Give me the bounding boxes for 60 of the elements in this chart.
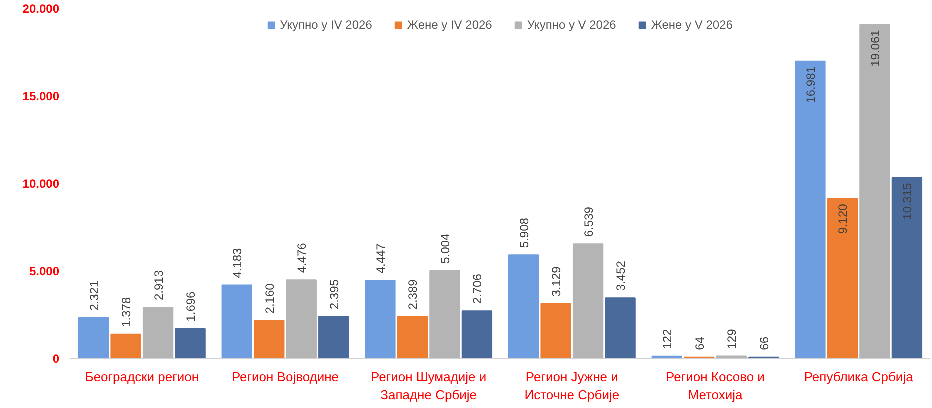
y-tick-label: 0	[52, 352, 60, 366]
bar	[142, 307, 174, 358]
x-tick-label: Регион Војводине	[232, 370, 340, 384]
data-label: 2.395	[327, 279, 342, 310]
bar	[462, 310, 493, 358]
data-label: 2.321	[87, 280, 102, 311]
data-label: 2.160	[262, 283, 277, 314]
data-label: 9.120	[836, 204, 850, 234]
data-label: 2.389	[406, 279, 420, 310]
bar	[605, 298, 636, 358]
data-label: 3.129	[550, 266, 564, 297]
data-label: 2.913	[152, 270, 166, 301]
bar	[540, 303, 572, 358]
data-label: 16.981	[804, 66, 818, 104]
data-label: 10.315	[900, 182, 915, 220]
data-label: 129	[725, 328, 740, 350]
data-label: 4.183	[230, 248, 245, 278]
y-tick-label: 20.000	[22, 2, 60, 16]
legend-label: Жене у IV 2026	[407, 18, 492, 32]
y-tick-label: 5.000	[29, 264, 60, 278]
bar	[175, 328, 206, 358]
data-label: 1.378	[120, 297, 134, 328]
legend-label: Укупно у V 2026	[527, 18, 616, 32]
bar	[254, 320, 285, 358]
x-tick-label: Регион Косово и Метохија	[666, 370, 765, 402]
bar	[318, 316, 350, 358]
bar	[397, 316, 428, 358]
data-label: 2.706	[470, 274, 485, 304]
bar	[860, 24, 890, 358]
bar	[572, 244, 604, 358]
legend-label: Жене у V 2026	[651, 18, 733, 32]
data-label: 3.452	[614, 260, 628, 292]
data-label: 4.447	[374, 243, 388, 274]
data-label: 6.539	[582, 206, 596, 238]
data-label: 5.908	[517, 218, 532, 248]
data-label: 64	[692, 336, 707, 350]
bar	[430, 270, 460, 358]
x-tick-label: Република Србија	[804, 370, 914, 384]
bar	[716, 356, 747, 358]
bar	[222, 284, 252, 358]
bar	[892, 177, 923, 358]
data-label: 5.004	[438, 234, 452, 264]
bar	[286, 280, 317, 358]
bar	[78, 317, 110, 358]
data-label: 1.696	[184, 291, 198, 322]
legend-label: Укупно у IV 2026	[280, 18, 372, 32]
x-tick-label: Регион Шумадије и Западне Србије	[371, 370, 487, 402]
y-tick-label: 10.000	[22, 177, 60, 191]
y-tick-label: 15.000	[22, 90, 60, 104]
x-tick-label: Београдски регион	[85, 370, 200, 384]
data-label: 66	[757, 336, 772, 350]
bar	[365, 280, 396, 358]
x-tick-label: Регион Јужне и Источне Србије	[524, 370, 620, 402]
data-label: 4.476	[295, 242, 310, 274]
bar	[508, 254, 540, 358]
data-label: 19.061	[868, 30, 882, 67]
bar	[827, 198, 858, 358]
data-label: 122	[660, 329, 675, 350]
bar	[110, 334, 142, 358]
bar	[795, 60, 826, 358]
